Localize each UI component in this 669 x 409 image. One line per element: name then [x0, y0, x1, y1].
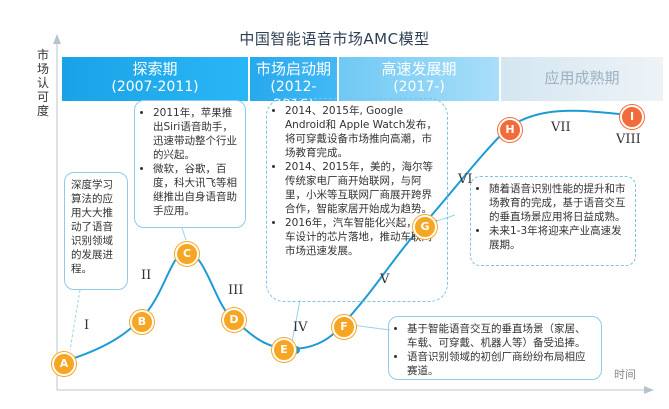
stage-label: VII [551, 120, 571, 135]
note-f: 基于智能语音交互的垂直场景（家居、车载、可穿戴、机器人等）备受追捧。 语音识别领… [388, 316, 602, 380]
note-f-item: 基于智能语音交互的垂直场景（家居、车载、可穿戴、机器人等）备受追捧。 [407, 322, 595, 350]
phase-rapid-growth: 高速发展期 (2017-) [339, 57, 499, 101]
y-axis-arrow [53, 34, 61, 44]
phase-name: 高速发展期 [381, 60, 457, 78]
note-e: 2014、2015年, Google Android和 Apple Watch发… [266, 98, 448, 302]
point-marker-f: F [332, 315, 356, 339]
point-marker-i: I [620, 105, 644, 129]
note-e-item: 2014、2015年, Google Android和 Apple Watch发… [285, 104, 441, 160]
pointer-a-note [69, 289, 81, 351]
point-marker-d: D [222, 308, 246, 332]
point-marker-g: G [413, 215, 437, 239]
phase-maturity: 应用成熟期 [501, 57, 663, 101]
y-axis-label: 市场认可度 [36, 48, 49, 118]
note-g: 随着语音识别性能的提升和市场教育的完成，基于语音交互的垂直场景应用将日益成熟。 … [470, 176, 636, 266]
phase-exploration: 探索期 (2007-2011) [62, 57, 248, 101]
stage-label: V [380, 272, 390, 287]
stage-label: II [141, 268, 152, 283]
stage-label: IV [293, 320, 308, 335]
note-a: 深度学习算法的应用大大推动了语音识别领域的发展进程。 [64, 172, 128, 290]
point-marker-a: A [52, 352, 76, 376]
pointer-g-note [433, 214, 456, 223]
note-e-item: 2016年，汽车智能化兴起，专为车设计的芯片落地，推动车联网市场迅速发展。 [285, 216, 441, 258]
phase-market-launch: 市场启动期 (2012-2016) [250, 57, 337, 113]
point-marker-c: C [175, 242, 199, 266]
note-c-item: 2011年，苹果推出Siri语音助手，迅速带动整个行业的兴起。 [153, 106, 239, 162]
stage-label: VI [458, 172, 473, 187]
note-f-item: 语音识别领域的初创厂商纷纷布局相应赛道。 [407, 350, 595, 378]
stage-label: VIII [616, 132, 641, 147]
pointer-c-note [181, 227, 187, 241]
note-c-item: 微软，谷歌，百度，科大讯飞等相继推出自身语音助手应用。 [153, 162, 239, 218]
point-marker-e: E [272, 338, 296, 362]
phase-years: (2007-2011) [111, 79, 199, 95]
stage-label: III [228, 283, 244, 298]
note-g-item: 未来1-3年将迎来产业高速发展期。 [489, 224, 629, 252]
amc-curve [61, 109, 631, 363]
point-marker-b: B [130, 310, 154, 334]
point-marker-h: H [498, 118, 522, 142]
x-axis-arrow [644, 386, 654, 394]
note-a-text: 深度学习算法的应用大大推动了语音识别领域的发展进程。 [71, 179, 113, 275]
note-g-item: 随着语音识别性能的提升和市场教育的完成，基于语音交互的垂直场景应用将日益成熟。 [489, 182, 629, 224]
stage-label: I [84, 318, 90, 333]
phase-name: 应用成熟期 [544, 69, 620, 87]
phase-name: 市场启动期 [255, 60, 331, 78]
phase-years: (2017-) [393, 79, 445, 95]
pointer-e-note [291, 299, 301, 343]
phase-name: 探索期 [132, 60, 178, 78]
note-e-item: 2014、2015年，美的，海尔等传统家电厂商开始联网，与阿里，小米等互联网厂商… [285, 160, 441, 216]
x-axis-label: 时间 [614, 368, 636, 381]
note-c: 2011年，苹果推出Siri语音助手，迅速带动整个行业的兴起。 微软，谷歌，百度… [134, 100, 246, 228]
diagram-title: 中国智能语音市场AMC模型 [239, 30, 430, 48]
pointer-f-note [351, 324, 391, 331]
